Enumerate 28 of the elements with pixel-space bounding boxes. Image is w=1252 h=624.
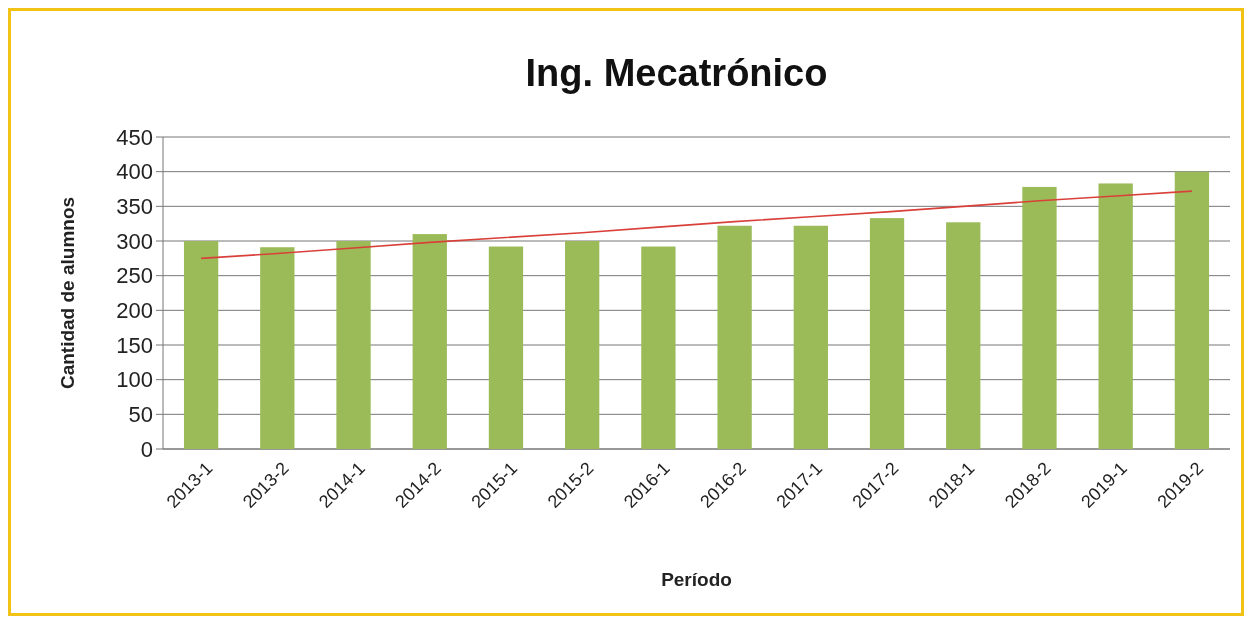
y-axis-title: Cantidad de alumnos: [57, 196, 78, 390]
y-tick-label: 450: [116, 124, 153, 150]
bar: [488, 246, 524, 449]
y-tick-label: 300: [116, 228, 153, 254]
y-tick-label: 200: [116, 298, 153, 324]
y-tick-label: 400: [116, 159, 153, 185]
bar: [1098, 183, 1133, 449]
bar: [717, 225, 752, 449]
chart-title: Ing. Mecatrónico: [525, 52, 828, 94]
y-tick-label: 0: [140, 436, 153, 462]
bar: [183, 241, 219, 449]
bar: [1174, 171, 1210, 449]
line-series: [200, 190, 1193, 260]
bar: [336, 241, 371, 449]
y-tick-label: 50: [128, 402, 153, 428]
y-tick-label: 350: [116, 194, 153, 220]
bar: [793, 225, 828, 449]
y-tick-label: 100: [116, 367, 153, 393]
bar: [1022, 186, 1057, 449]
y-tick-label: 250: [116, 263, 153, 289]
bar: [946, 222, 981, 449]
bar: [412, 234, 447, 449]
bar: [565, 241, 600, 449]
bar: [869, 218, 905, 449]
x-axis-title: Período: [661, 569, 732, 590]
bar: [260, 247, 295, 449]
y-tick-label: 150: [116, 332, 153, 358]
bar: [641, 246, 676, 449]
